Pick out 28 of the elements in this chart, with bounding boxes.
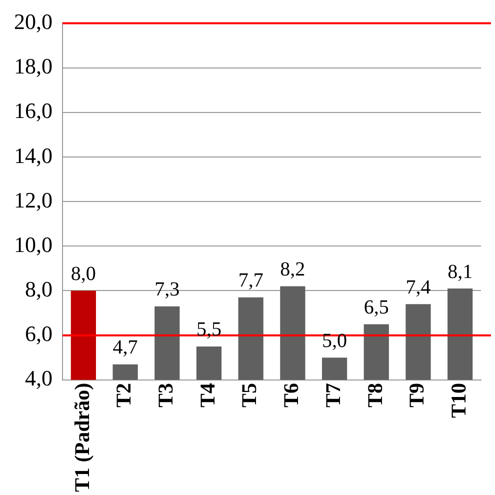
data-label: 8,2 <box>280 258 306 281</box>
y-tick-label: 12,0 <box>14 187 52 212</box>
x-tick-label: T3 <box>154 382 178 408</box>
y-tick-label: 6,0 <box>25 321 52 346</box>
x-tick-label: T5 <box>237 382 262 408</box>
y-tick-label: 16,0 <box>14 98 52 124</box>
data-label: 5,0 <box>322 330 348 352</box>
x-tick-label: T2 <box>112 382 136 408</box>
x-tick-label: T6 <box>279 382 304 408</box>
y-tick-label: 10,0 <box>14 232 52 257</box>
x-tick-label: T9 <box>404 382 429 408</box>
data-label: 4,7 <box>112 336 138 359</box>
y-tick-label: 4,0 <box>25 366 52 391</box>
data-label: 7,7 <box>238 270 264 292</box>
data-label: 7,3 <box>154 278 180 301</box>
data-label: 6,5 <box>364 296 389 318</box>
data-label: 7,4 <box>406 276 431 298</box>
x-tick-label: T10 <box>446 382 470 418</box>
x-tick-label: T8 <box>362 382 387 408</box>
y-tick-label: 18,0 <box>14 54 52 79</box>
y-tick-label: 14,0 <box>14 142 52 168</box>
x-tick-label: T1 (Padrão) <box>70 382 94 492</box>
x-tick-label: T4 <box>195 382 220 408</box>
y-tick-label: 20,0 <box>14 8 52 34</box>
data-label: 8,0 <box>70 262 96 285</box>
y-tick-label: 8,0 <box>25 276 52 302</box>
x-tick-label: T7 <box>320 382 345 408</box>
data-label: 8,1 <box>448 260 473 283</box>
